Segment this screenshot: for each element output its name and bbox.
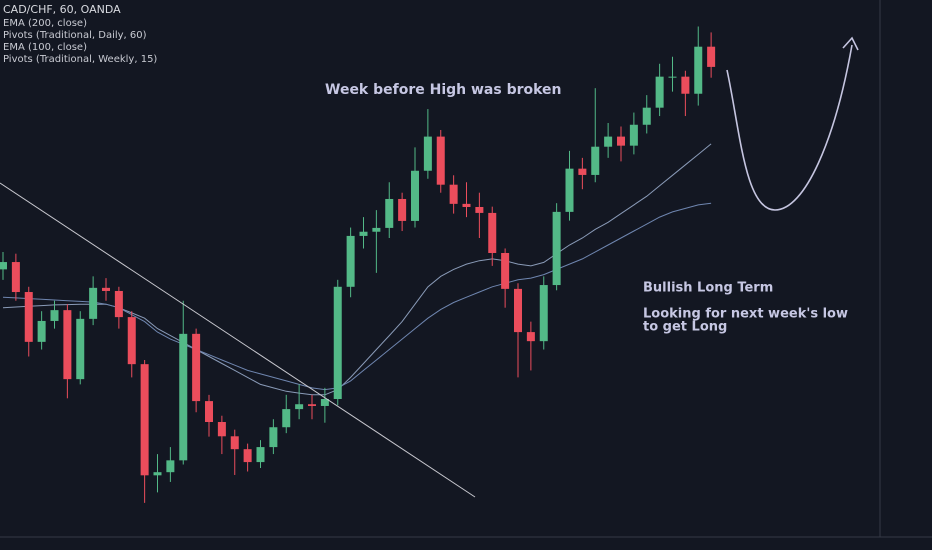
candle-body <box>114 290 123 318</box>
candle-body <box>179 333 188 461</box>
candle-body <box>449 184 458 204</box>
candle-body <box>256 447 265 463</box>
candle-body <box>604 136 613 147</box>
candle-body <box>217 422 226 437</box>
candle-body <box>552 211 561 286</box>
indicator-label: EMA (100, close) <box>3 42 87 53</box>
candle-body <box>668 76 677 78</box>
price-axis <box>880 0 932 550</box>
candle-body <box>694 46 703 94</box>
time-axis <box>0 537 932 550</box>
candle-body <box>591 146 600 175</box>
candle-body <box>655 76 664 108</box>
candle-body <box>488 212 497 253</box>
candle-body <box>269 427 278 448</box>
annotation: Week before High was broken <box>325 82 562 98</box>
candle-body <box>707 46 716 67</box>
candle-body <box>333 286 342 400</box>
candle-body <box>475 206 484 213</box>
candle-body <box>308 404 316 406</box>
candle-body <box>501 252 510 289</box>
annotation: Looking for next week's low <box>643 307 848 322</box>
candle-body <box>11 262 20 293</box>
candle-body <box>282 409 291 428</box>
candle-body <box>192 333 201 402</box>
candle-body <box>565 168 574 212</box>
candle-body <box>127 317 136 365</box>
candle-body <box>514 288 522 333</box>
projection-curve <box>726 36 859 211</box>
candle-body <box>243 449 252 463</box>
chart-title: CAD/CHF, 60, OANDA <box>3 3 121 16</box>
candle-body <box>166 460 175 473</box>
candle-body <box>205 401 213 423</box>
candle-body <box>295 404 304 410</box>
candle-body <box>617 136 625 146</box>
candle-body <box>63 310 72 380</box>
candle-body <box>320 399 329 406</box>
trend-line <box>0 182 476 498</box>
candle-body <box>140 364 149 476</box>
candle-body <box>0 262 7 270</box>
candle-body <box>89 287 98 319</box>
candle-body <box>642 107 651 125</box>
candle-body <box>436 136 445 185</box>
candle-body <box>76 318 85 380</box>
candle-body <box>50 310 59 321</box>
candle-body <box>385 198 394 228</box>
candle-body <box>346 235 355 287</box>
candle-body <box>372 227 381 232</box>
candle-body <box>359 231 368 236</box>
candle-body <box>24 292 33 342</box>
candle-body <box>398 198 407 221</box>
indicator-label: Pivots (Traditional, Daily, 60) <box>3 30 147 41</box>
candle-body <box>681 76 690 94</box>
annotation: to get Long <box>643 320 727 335</box>
candle-body <box>578 168 587 175</box>
candle-body <box>102 287 110 291</box>
candle-body <box>153 472 162 476</box>
candle-body <box>462 203 471 207</box>
candle-body <box>423 136 432 171</box>
candle-body <box>629 124 638 146</box>
candle-body <box>37 320 46 342</box>
candle-body <box>230 436 239 450</box>
candle-body <box>539 285 548 342</box>
candle-body <box>526 332 535 342</box>
annotation: Bullish Long Term <box>643 281 773 296</box>
indicator-label: EMA (200, close) <box>3 18 87 29</box>
indicator-label: Pivots (Traditional, Weekly, 15) <box>3 54 157 65</box>
candle-body <box>411 170 419 221</box>
